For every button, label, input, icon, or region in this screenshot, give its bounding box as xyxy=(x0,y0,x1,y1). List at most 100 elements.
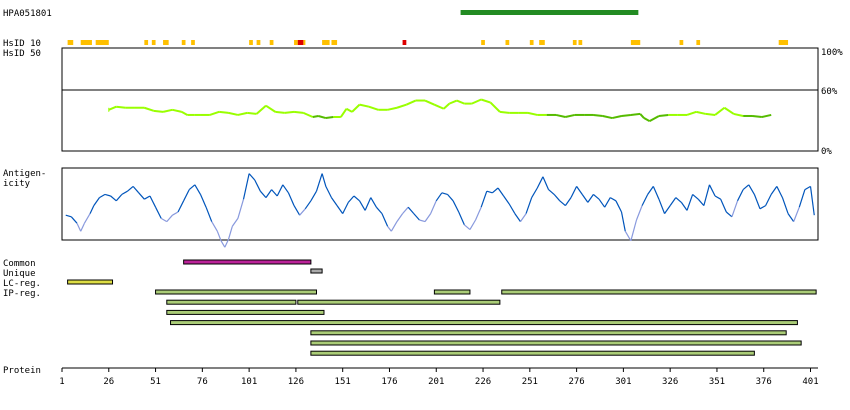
antigenicity-segment xyxy=(237,199,245,219)
ip-region-bar xyxy=(310,350,755,356)
antigenicity-segment xyxy=(231,218,239,227)
antigenicity-segment xyxy=(542,176,550,190)
hsid10-segment xyxy=(144,40,149,45)
identity-segment xyxy=(312,114,319,118)
antigenicity-segment xyxy=(708,184,716,197)
lc-reg-label: LC-reg. xyxy=(3,279,41,289)
identity-segment xyxy=(643,117,651,123)
protein-axis-ticks: 1 26 51 76 101 126 151 176 201 226 251 276 301 326 351… xyxy=(59,368,819,387)
antigenicity-segment xyxy=(160,217,168,223)
antigenicity-segment xyxy=(787,213,795,222)
antigenicity-segment xyxy=(310,190,318,202)
antigenicity-segment xyxy=(381,213,389,227)
antigenicity-segment xyxy=(220,240,226,248)
axis-tick-label: 276 xyxy=(568,377,584,387)
axis-tick-label: 101 xyxy=(241,377,257,387)
identity-segment xyxy=(649,115,660,123)
antigenicity-segment xyxy=(347,195,355,203)
identity-segment xyxy=(480,98,491,104)
antibody-region-bar xyxy=(460,10,639,15)
common-region-bar xyxy=(183,259,312,265)
antigenicity-segment xyxy=(199,194,207,208)
identity-segment xyxy=(339,108,348,118)
antigenicity-segment xyxy=(364,197,372,211)
antigenicity-segment xyxy=(194,184,201,195)
antigenicity-segment xyxy=(205,206,213,222)
identity-segment xyxy=(209,110,220,116)
axis-tick-label: 51 xyxy=(150,377,161,387)
antigenicity-segment xyxy=(216,230,222,242)
antigenicity-segment xyxy=(647,186,654,195)
antigenicity-segment xyxy=(492,187,499,194)
antigenicity-segment xyxy=(144,195,151,200)
identity-segment xyxy=(162,108,173,113)
hsid10-segment xyxy=(297,40,304,45)
axis-tick-label: 226 xyxy=(475,377,491,387)
antigenicity-segment xyxy=(370,197,377,208)
hsid10-segment xyxy=(331,40,338,45)
ip-region-bar xyxy=(433,289,471,295)
identity-segment xyxy=(593,113,603,117)
identity-series xyxy=(108,98,772,123)
hsid10-segment xyxy=(67,40,74,45)
antigenicity-segment xyxy=(121,190,128,195)
antibody-track xyxy=(460,10,639,15)
antigenicity-segment xyxy=(781,197,789,214)
axis-tick-label: 176 xyxy=(381,377,397,387)
lc-region-bar xyxy=(67,279,114,285)
axis-tick-label: 326 xyxy=(662,377,678,387)
antigenicity-segment xyxy=(419,219,426,223)
antigenicity-segment xyxy=(447,194,454,202)
antigenicity-segment xyxy=(304,200,312,210)
identity-segment xyxy=(144,106,155,112)
antigenicity-segment xyxy=(463,224,471,231)
identity-segment xyxy=(611,115,622,120)
identity-segment xyxy=(153,109,164,113)
antigenicity-segment xyxy=(714,195,721,200)
identity-segment xyxy=(433,103,445,110)
identity-panel-frame xyxy=(61,47,819,152)
antigenicity-segment xyxy=(553,194,561,202)
antigenicity-segment xyxy=(519,213,527,222)
antigenicity-segment xyxy=(620,211,626,232)
identity-segment xyxy=(527,111,538,116)
antigenicity-segment xyxy=(581,194,589,203)
hsid10-segment xyxy=(481,40,485,45)
antigenicity-segment xyxy=(299,208,306,216)
antigenicity-segment xyxy=(570,186,578,198)
hsid10-segment xyxy=(578,40,583,45)
antigenicity-segment xyxy=(330,197,338,206)
hsid10-track xyxy=(67,40,789,45)
hsid10-segment xyxy=(151,40,156,45)
antigenicity-segment xyxy=(725,211,733,218)
antigenicity-segment xyxy=(576,186,583,195)
antigenicity-segment xyxy=(127,185,134,192)
antigenicity-segment xyxy=(387,226,392,232)
identity-60-label: 60% xyxy=(821,87,838,97)
unique-region-bar xyxy=(310,268,323,274)
antigenicity-segment xyxy=(720,198,727,213)
antigenicity-segment xyxy=(93,197,100,206)
antigenicity-segment xyxy=(776,186,783,198)
antigenicity-segment xyxy=(736,189,744,202)
antigenicity-segment xyxy=(104,193,111,197)
antigenicity-segment xyxy=(497,187,505,197)
identity-segment xyxy=(116,105,126,109)
antigenicity-segment xyxy=(615,200,623,213)
hsid10-segment xyxy=(505,40,510,45)
identity-segment xyxy=(405,99,417,106)
common-label: Common xyxy=(3,259,36,269)
axis-tick-label: 26 xyxy=(103,377,114,387)
hsid10-segment xyxy=(181,40,186,45)
antigenicity-segment xyxy=(242,173,250,200)
antigenicity-segment xyxy=(641,194,649,206)
axis-tick-label: 76 xyxy=(197,377,208,387)
identity-segment xyxy=(499,110,510,114)
antigenicity-segment xyxy=(680,202,688,211)
antigenicity-segment xyxy=(593,193,600,200)
antigenicity-segment xyxy=(271,189,278,197)
ip-reg-label: IP-reg. xyxy=(3,289,41,299)
hsid10-segment xyxy=(80,40,92,45)
antigenicity-segment xyxy=(798,189,806,208)
antigenicity-segment xyxy=(508,203,516,214)
